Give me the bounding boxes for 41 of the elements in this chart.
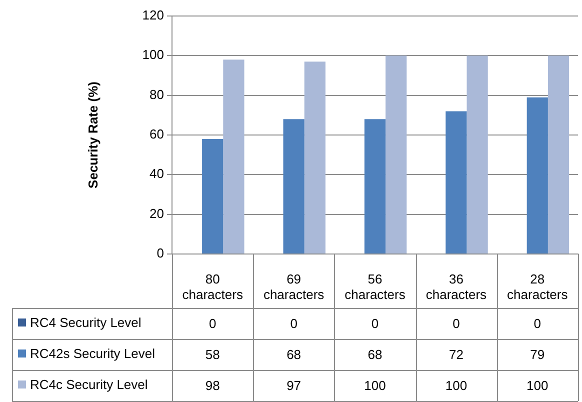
legend-label: RC42s Security Level [30, 346, 156, 362]
data-label: 68 [286, 347, 302, 362]
bar [202, 138, 224, 254]
y-tick-label: 0 [156, 246, 164, 261]
data-label: 58 [205, 347, 220, 362]
data-label: 0 [290, 316, 298, 332]
data-label: 97 [286, 378, 302, 394]
bar [466, 56, 488, 254]
y-tick-label: 100 [142, 47, 164, 62]
x-tick-label: 69 characters [263, 271, 325, 302]
y-tick-label: 20 [150, 206, 164, 221]
x-tick-label: 80 characters [182, 271, 244, 302]
data-label: 79 [530, 347, 545, 362]
x-tick-label: 36 characters [426, 271, 488, 302]
y-tick-label: 120 [142, 8, 164, 23]
data-label: 68 [368, 347, 382, 362]
data-label: 72 [448, 347, 464, 362]
legend-label: RC4c Security Level [30, 377, 148, 392]
data-label: 0 [452, 316, 460, 332]
data-label: 100 [445, 378, 468, 394]
x-tick-label: 56 characters [344, 271, 406, 302]
bar [304, 62, 326, 254]
data-label: 100 [526, 378, 548, 394]
y-tick-label: 40 [150, 166, 164, 182]
bar [386, 56, 407, 254]
bar [283, 119, 304, 254]
data-label: 0 [208, 316, 216, 332]
data-label: 0 [534, 316, 542, 332]
y-tick-label: 60 [150, 126, 164, 142]
data-label: 98 [205, 378, 220, 394]
x-tick-label: 28 characters [507, 271, 568, 302]
legend-label: RC4 Security Level [30, 315, 142, 330]
bar [526, 97, 548, 254]
bar [548, 56, 570, 254]
bar [446, 111, 467, 254]
y-axis-title: Security Rate (%) [85, 82, 100, 188]
y-tick-label: 80 [150, 86, 164, 102]
data-label: 0 [371, 316, 379, 332]
bar [364, 119, 386, 254]
data-label: 100 [364, 378, 386, 394]
bar [223, 60, 244, 254]
